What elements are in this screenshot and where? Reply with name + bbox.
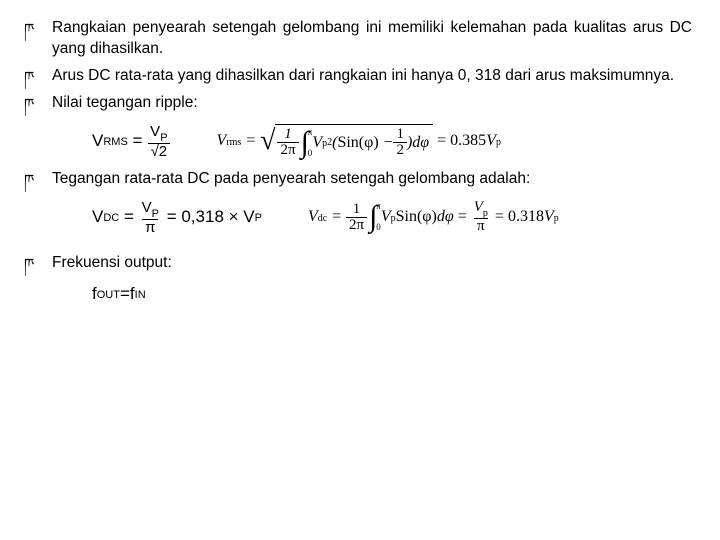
- num: 1: [350, 202, 364, 217]
- frac: 1 2π: [277, 127, 298, 158]
- bullet-text-4: Tegangan rata-rata DC pada penyearah set…: [52, 170, 530, 187]
- frac: 1 2π: [346, 202, 367, 233]
- sym: V: [381, 208, 391, 226]
- integral: ∫ π 0: [367, 202, 381, 232]
- sym: V: [474, 199, 483, 215]
- sub: OUT: [97, 289, 120, 301]
- dphi: dφ: [437, 208, 454, 226]
- sym: V: [92, 131, 103, 151]
- equation-fout: fOUT = fIN: [92, 284, 692, 304]
- den: 2π: [277, 142, 298, 158]
- result: = 0.318: [495, 208, 544, 226]
- slide: ཫ Rangkaian penyearah setengah gelombang…: [0, 0, 720, 540]
- bullet-glyph-icon: ཫ: [24, 20, 35, 40]
- eq-vrms-integral: Vrms = √ 1 2π ∫ π 0 Vp2: [217, 124, 501, 158]
- sub: P: [152, 208, 159, 220]
- frac: Vp π: [471, 200, 491, 234]
- sin: Sin: [337, 134, 358, 152]
- sym: V: [312, 134, 322, 152]
- sym: V: [92, 207, 103, 227]
- eq: =: [120, 284, 130, 304]
- sym: V: [150, 123, 160, 140]
- eq: =: [458, 208, 467, 226]
- bullet-item-3: ཫ Nilai tegangan ripple:: [22, 93, 692, 114]
- val: 2: [159, 143, 167, 160]
- sym: V: [243, 207, 254, 227]
- sin: Sin: [396, 208, 417, 226]
- sub: DC: [103, 212, 119, 224]
- num: 1: [281, 127, 295, 142]
- integral: ∫ π 0: [299, 128, 313, 158]
- den: 2: [393, 142, 407, 158]
- dphi: dφ: [412, 134, 429, 152]
- equation-vrms: VRMS = VP √2 Vrms = √ 1 2π ∫: [92, 124, 692, 159]
- bullet-item-1: ཫ Rangkaian penyearah setengah gelombang…: [22, 18, 692, 60]
- fraction: VP √2: [147, 124, 170, 159]
- bullet-glyph-icon: ཫ: [24, 171, 35, 191]
- eq-vrms-simple: VRMS = VP √2: [92, 124, 171, 159]
- num: 1: [393, 127, 407, 142]
- sqrt: √ 1 2π ∫ π 0 Vp2 (Sin(φ) −: [260, 124, 433, 158]
- fraction: VP π: [139, 200, 162, 235]
- sub: RMS: [103, 136, 127, 148]
- bullet-text-5: Frekuensi output:: [52, 254, 172, 271]
- bullet-item-4: ཫ Tegangan rata-rata DC pada penyearah s…: [22, 169, 692, 190]
- bullet-glyph-icon: ཫ: [24, 68, 35, 88]
- sub: P: [255, 212, 262, 224]
- sub: p: [391, 213, 396, 224]
- bullet-glyph-icon: ཫ: [24, 95, 35, 115]
- sub: p: [322, 138, 327, 149]
- sub: p: [496, 137, 501, 148]
- frac: 1 2: [393, 127, 407, 158]
- sym: V: [486, 132, 496, 150]
- bullet-list: ཫ Rangkaian penyearah setengah gelombang…: [22, 18, 692, 114]
- result: = 0.385: [437, 132, 486, 150]
- eq-vdc-simple: VDC = VP π = 0,318 × VP: [92, 200, 262, 235]
- sub: dc: [318, 213, 327, 224]
- sym: V: [308, 208, 318, 226]
- sub: p: [554, 213, 559, 224]
- eq-vdc-integral: Vdc = 1 2π ∫ π 0 Vp Sin(φ) dφ = Vp π =: [308, 200, 559, 234]
- sym: V: [217, 132, 227, 150]
- bullet-glyph-icon: ཫ: [24, 255, 35, 275]
- bullet-text-2: Arus DC rata-rata yang dihasilkan dari r…: [52, 67, 674, 84]
- sub: rms: [226, 137, 241, 148]
- bullet-list-2: ཫ Tegangan rata-rata DC pada penyearah s…: [22, 169, 692, 190]
- eq-fout: fOUT = fIN: [92, 284, 146, 304]
- phi: (φ): [417, 208, 437, 226]
- bullet-list-3: ཫ Frekuensi output:: [22, 253, 692, 274]
- bullet-item-2: ཫ Arus DC rata-rata yang dihasilkan dari…: [22, 66, 692, 87]
- bullet-text-1: Rangkaian penyearah setengah gelombang i…: [52, 19, 692, 57]
- den: π: [142, 219, 158, 235]
- sub: P: [160, 132, 167, 144]
- sub: p: [483, 208, 488, 219]
- den: 2π: [346, 217, 367, 233]
- phi: (φ): [359, 134, 379, 152]
- exp: 2: [327, 137, 332, 148]
- bullet-text-3: Nilai tegangan ripple:: [52, 94, 198, 111]
- sym: V: [544, 208, 554, 226]
- sub: IN: [135, 289, 146, 301]
- bullet-item-5: ཫ Frekuensi output:: [22, 253, 692, 274]
- equation-vdc: VDC = VP π = 0,318 × VP Vdc = 1 2π ∫ π 0: [92, 200, 692, 235]
- den: π: [474, 218, 488, 234]
- mid: = 0,318 ×: [167, 207, 239, 227]
- sym: V: [142, 199, 152, 216]
